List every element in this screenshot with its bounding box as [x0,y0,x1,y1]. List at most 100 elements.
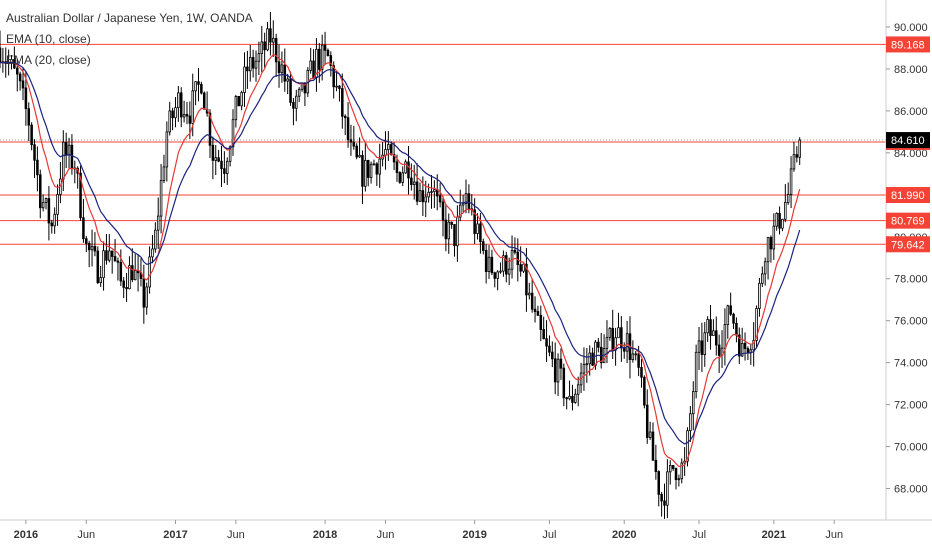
candle-body-55 [156,215,160,231]
candle-body-158 [453,224,456,247]
candle-body-19 [53,213,56,227]
x-tick-label-2: 2017 [163,529,187,541]
candle-body-262 [752,340,755,351]
candle-body-215 [617,327,620,339]
candle-body-175 [502,255,505,272]
candle-body-228 [654,459,658,472]
candle-body-17 [47,198,51,224]
candle-body-167 [479,223,482,243]
candle-body-259 [743,342,747,349]
candle-body-24 [67,144,71,156]
candle-body-77 [220,160,223,170]
level-label-bg-0 [886,36,930,53]
candle-body-174 [499,270,502,273]
candle-body-165 [473,209,476,234]
candle-body-270 [775,212,778,227]
candle-body-114 [326,49,330,56]
candle-body-208 [597,341,600,348]
candle-body-80 [228,146,232,162]
candle-body-141 [404,161,407,174]
candle-body-145 [415,181,419,202]
chart-legend: Australian Dollar / Japanese Yen, 1W, OA… [6,8,253,71]
candle-body-143 [410,177,413,185]
candle-body-205 [588,352,591,365]
candle-body-135 [387,144,390,150]
candle-body-186 [533,308,537,312]
candle-body-37 [105,250,108,261]
candle-body-206 [591,352,594,366]
candle-body-255 [732,313,735,324]
candle-body-33 [93,246,97,252]
level-label-bg-4 [886,236,930,253]
candle-body-75 [214,157,218,161]
candle-body-74 [211,144,215,161]
candle-body-231 [663,500,666,506]
ema-layer [0,53,801,468]
candle-body-95 [272,37,275,43]
candle-body-247 [709,319,712,336]
y-tick-label-3: 74.000 [894,358,928,370]
candle-body-239 [686,430,689,462]
candle-body-102 [292,101,295,109]
candle-body-59 [168,110,171,133]
candle-body-177 [507,268,511,275]
candle-body-109 [312,60,315,78]
candle-body-180 [516,251,520,266]
candle-body-154 [441,201,445,221]
y-tick-label-4: 76.000 [894,316,928,328]
candle-body-157 [450,221,453,225]
candle-body-275 [789,168,793,195]
candle-body-68 [194,81,197,92]
candle-body-118 [338,85,341,89]
level-lines-layer [0,43,886,245]
candle-body-190 [545,338,548,347]
candle-body-113 [323,44,327,51]
candle-body-56 [159,180,163,217]
candle-body-172 [493,272,497,279]
candle-body-168 [482,241,485,251]
y-tick-label-9: 86.000 [894,106,928,118]
candle-body-96 [274,37,278,63]
candle-body-123 [352,141,356,147]
candle-body-40 [113,256,117,262]
candle-body-128 [366,159,370,178]
x-tick-label-4: 2018 [313,529,337,541]
candle-body-187 [536,311,540,316]
y-tick-label-1: 70.000 [894,442,928,454]
x-tick-label-11: Jun [825,529,843,541]
x-tick-label-7: Jul [542,529,556,541]
candle-body-264 [758,282,761,309]
candle-body-148 [424,196,428,203]
candle-body-99 [283,64,287,82]
candle-body-229 [657,471,661,495]
candle-body-98 [280,64,284,74]
ema10-legend: EMA (10, close) [6,32,91,46]
candle-body-31 [87,242,91,251]
candle-body-30 [85,238,88,244]
candle-body-34 [96,250,100,284]
candle-body-263 [755,308,758,341]
candle-body-64 [182,113,186,118]
candle-body-73 [208,112,212,146]
candle-body-220 [631,353,635,361]
candle-body-16 [44,198,48,203]
candle-body-278 [798,139,801,158]
candle-body-38 [108,250,111,261]
y-tick-label-11: 90.000 [894,22,928,34]
candle-body-234 [671,464,675,469]
candle-body-106 [303,82,307,94]
candle-body-92 [263,41,266,51]
candle-body-193 [553,358,557,383]
candle-body-47 [133,270,137,281]
candle-body-159 [456,216,459,247]
candle-body-260 [746,348,750,353]
x-tick-label-9: Jul [692,529,706,541]
candle-body-198 [568,395,571,400]
candle-body-88 [251,57,255,69]
candle-body-122 [349,139,353,143]
candle-body-112 [320,44,324,70]
candle-body-179 [513,249,517,253]
